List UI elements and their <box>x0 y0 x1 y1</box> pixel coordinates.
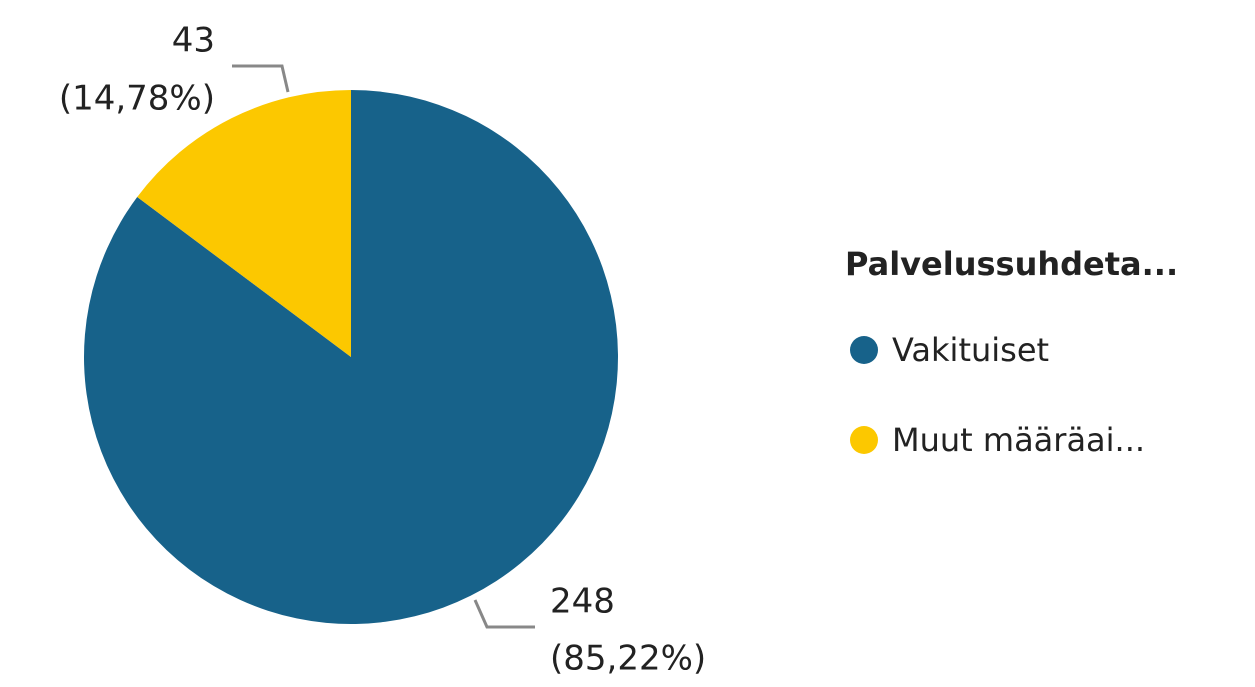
legend-title: Palvelussuhdeta... <box>845 245 1178 283</box>
percent-label: (85,22%) <box>550 639 706 679</box>
leader-line <box>232 64 290 93</box>
pie-slice <box>137 90 351 357</box>
legend-label: Vakituiset <box>892 331 1049 369</box>
data-label: 43 <box>172 21 215 61</box>
legend-marker <box>850 336 878 364</box>
percent-label: (14,78%) <box>59 79 215 119</box>
legend-marker <box>850 426 878 454</box>
legend-label: Muut määräai... <box>892 421 1145 459</box>
data-label: 248 <box>550 582 615 622</box>
leader-line <box>473 599 535 629</box>
